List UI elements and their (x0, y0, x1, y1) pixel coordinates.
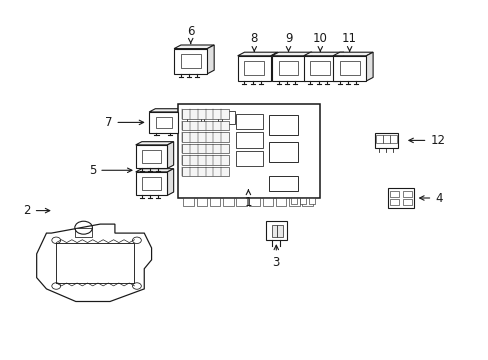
Polygon shape (237, 52, 277, 56)
Bar (187, 111, 201, 124)
Bar (182, 132, 228, 142)
Bar (56, 243, 134, 283)
Bar (271, 225, 277, 237)
Polygon shape (167, 168, 173, 195)
Bar (271, 56, 305, 81)
Polygon shape (135, 168, 173, 172)
Bar (332, 56, 366, 81)
Bar (149, 112, 178, 133)
Polygon shape (305, 52, 311, 81)
Bar (223, 198, 233, 206)
Text: 8: 8 (250, 32, 258, 51)
Bar (268, 115, 298, 135)
Bar (374, 133, 397, 148)
Polygon shape (149, 109, 184, 112)
Text: 12: 12 (408, 134, 445, 147)
Bar (237, 56, 270, 81)
Bar (244, 62, 264, 75)
Bar (135, 172, 167, 195)
Bar (389, 191, 398, 197)
Bar (275, 198, 286, 206)
Bar (183, 198, 194, 206)
Bar (135, 145, 167, 168)
Polygon shape (207, 45, 214, 74)
Bar (221, 111, 235, 124)
Bar (182, 155, 228, 165)
Polygon shape (37, 224, 151, 302)
Bar (403, 191, 411, 197)
Bar (389, 135, 396, 143)
Bar (236, 198, 246, 206)
Bar (268, 176, 298, 191)
Bar (288, 198, 299, 206)
Text: 6: 6 (186, 25, 194, 44)
Bar (310, 62, 329, 75)
Bar (181, 54, 200, 68)
Bar (290, 198, 297, 204)
Bar (389, 199, 398, 205)
Bar (375, 135, 382, 143)
Bar (386, 188, 414, 208)
Bar (265, 221, 286, 240)
Bar (268, 142, 298, 162)
Text: 5: 5 (89, 164, 132, 177)
Bar (299, 198, 305, 204)
Bar (182, 144, 228, 153)
Polygon shape (178, 109, 184, 133)
Bar (236, 114, 263, 129)
Bar (155, 117, 172, 127)
Bar (196, 198, 207, 206)
Text: 2: 2 (23, 204, 50, 217)
Bar (303, 56, 336, 81)
Polygon shape (271, 52, 311, 56)
Polygon shape (135, 142, 173, 145)
Bar (236, 132, 263, 148)
Text: 7: 7 (105, 116, 143, 129)
Text: 4: 4 (419, 192, 442, 204)
Bar (209, 198, 220, 206)
Bar (302, 198, 312, 206)
Bar (182, 167, 228, 176)
Text: 1: 1 (244, 190, 252, 209)
Bar (182, 121, 228, 130)
Bar (178, 104, 320, 198)
Polygon shape (167, 142, 173, 168)
Bar (403, 199, 411, 205)
Polygon shape (366, 52, 372, 81)
Bar (142, 150, 161, 163)
Bar (249, 198, 260, 206)
Bar (75, 228, 92, 237)
Bar (382, 135, 389, 143)
Bar (174, 49, 207, 74)
Bar (276, 225, 282, 237)
Bar (262, 198, 273, 206)
Polygon shape (332, 52, 372, 56)
Polygon shape (336, 52, 343, 81)
Text: 10: 10 (312, 32, 327, 51)
Bar (204, 111, 218, 124)
Polygon shape (303, 52, 343, 56)
Polygon shape (270, 52, 277, 81)
Bar (236, 151, 263, 166)
Text: 9: 9 (284, 32, 292, 51)
Bar (142, 177, 161, 190)
Bar (339, 62, 359, 75)
Polygon shape (174, 45, 214, 49)
Bar (278, 62, 298, 75)
Text: 11: 11 (342, 32, 356, 51)
Text: 3: 3 (272, 245, 280, 269)
Bar (308, 198, 314, 204)
Bar (182, 109, 228, 119)
